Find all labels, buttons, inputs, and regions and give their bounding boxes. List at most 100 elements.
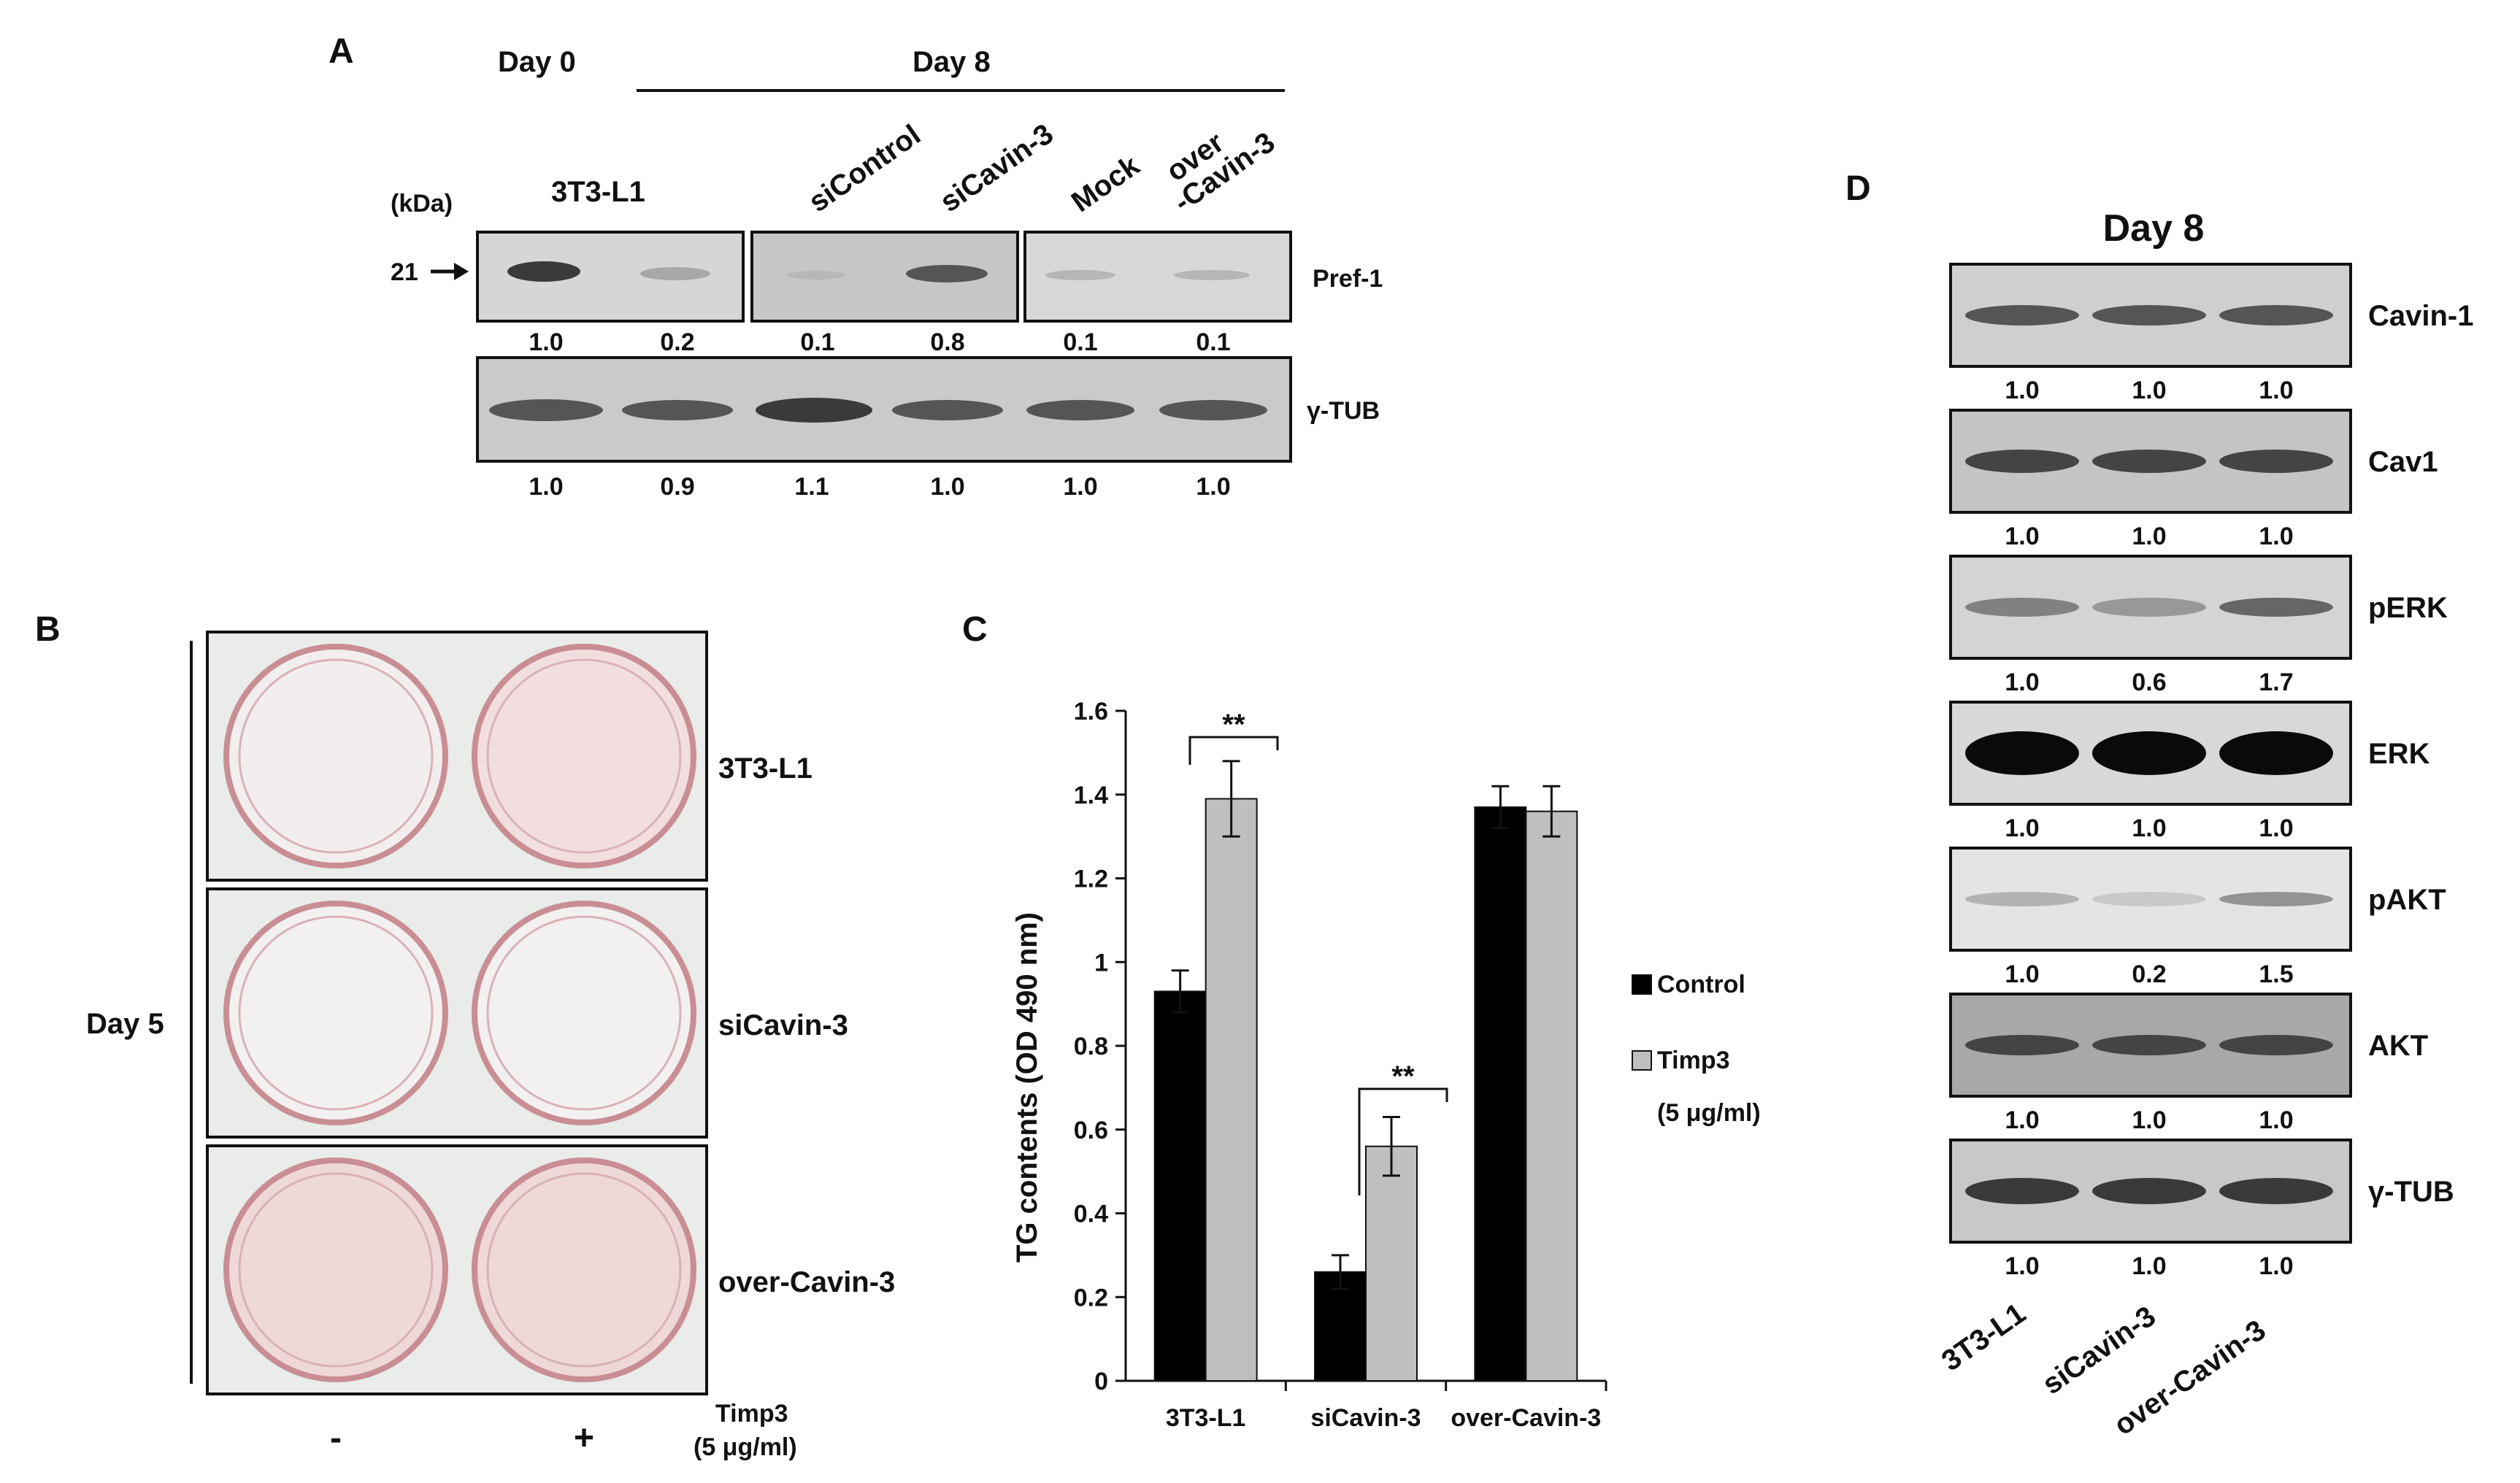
- tub-band: [622, 400, 733, 420]
- band-value: 1.0: [2132, 814, 2166, 842]
- y-tick-label: 0.6: [1074, 1117, 1108, 1144]
- band-value: 1.5: [2259, 960, 2293, 988]
- blot-row-3: ERK 1.0 1.0 1.0: [1949, 701, 2430, 842]
- blot-row-0: Cavin-1 1.0 1.0 1.0: [1949, 263, 2474, 404]
- tub-band: [892, 400, 1003, 420]
- blot-band: [1965, 450, 2079, 473]
- panel-a-letter: A: [329, 32, 354, 71]
- blot-band: [1965, 1035, 2079, 1055]
- blot-band: [1965, 598, 2079, 617]
- blot-band: [2219, 892, 2333, 906]
- day5-label: Day 5: [86, 1008, 164, 1040]
- significance-bracket-2: **: [1358, 1060, 1448, 1195]
- panel-a: A Day 0 Day 8 (kDa) 21 3T3-L1 siControl …: [329, 32, 1383, 501]
- band-value: 0.6: [2132, 669, 2166, 696]
- protein-label: Cavin-1: [2368, 300, 2474, 332]
- row-label-3t3l1: 3T3-L1: [718, 752, 813, 785]
- legend-label-control: Control: [1657, 971, 1745, 998]
- error-bars: [1171, 760, 1561, 1290]
- error-bar: [1383, 1116, 1400, 1177]
- protein-label: γ-TUB: [2368, 1176, 2454, 1208]
- protein-label: pERK: [2368, 592, 2448, 624]
- bar-timp3-0: [1205, 798, 1258, 1382]
- kda-label: (kDa): [391, 190, 453, 217]
- band-value: 1.0: [2005, 1106, 2039, 1134]
- day8-label: Day 8: [913, 46, 991, 78]
- band-value: 1.0: [2259, 523, 2293, 550]
- day0-label: Day 0: [498, 46, 576, 78]
- blot-row-2: pERK 1.0 0.6 1.7: [1949, 555, 2448, 696]
- blot-band: [2219, 450, 2333, 473]
- band-value: 1.0: [2005, 814, 2039, 842]
- x-tick-label: siCavin-3: [1310, 1404, 1421, 1432]
- error-bar: [1222, 760, 1240, 838]
- chart-legend: Control Timp3 (5 μg/ml): [1632, 971, 1761, 1127]
- pref1-value: 0.2: [660, 328, 694, 356]
- lane-label-3t3l1-d: 3T3-L1: [1936, 1297, 2032, 1377]
- y-tick-label: 0.2: [1074, 1284, 1108, 1311]
- band-value: 1.0: [2259, 814, 2293, 842]
- error-bar: [1543, 785, 1561, 838]
- pref1-value: 1.0: [529, 328, 563, 356]
- legend-swatch-timp3: [1632, 1050, 1652, 1071]
- lane-label-sicavin3-d: siCavin-3: [2037, 1300, 2162, 1401]
- marker-21: 21: [391, 258, 418, 286]
- significance-marker: **: [1222, 709, 1245, 741]
- protein-label: AKT: [2368, 1030, 2428, 1062]
- pref1-band: [640, 267, 710, 280]
- tub-bands: [489, 398, 1267, 423]
- lane-label-mock: Mock: [1066, 149, 1146, 218]
- band-value: 1.0: [2259, 1252, 2293, 1280]
- panel-c-letter: C: [962, 610, 988, 649]
- bar-control-0: [1153, 990, 1207, 1382]
- panel-b: B Day 5 3T3-L1 siCavin-3 over-Cavin-3 - …: [35, 610, 895, 1461]
- treatment-label: Timp3: [715, 1400, 788, 1428]
- legend-swatch-control: [1632, 974, 1652, 995]
- blot-row-6: γ-TUB 1.0 1.0 1.0: [1949, 1139, 2454, 1280]
- x-tick-label: over-Cavin-3: [1451, 1404, 1601, 1432]
- pref1-values: 1.0 0.2 0.1 0.8 0.1 0.1: [529, 328, 1230, 356]
- pref1-value: 0.1: [800, 328, 834, 356]
- error-bar: [1332, 1254, 1349, 1290]
- marker-arrow: [431, 263, 469, 280]
- blot-band: [2092, 1035, 2206, 1055]
- dish: [238, 915, 434, 1111]
- tub-value: 1.1: [794, 473, 829, 501]
- tub-value: 1.0: [1196, 473, 1230, 501]
- plus-label: +: [574, 1419, 594, 1457]
- dish: [486, 1172, 682, 1368]
- x-tick-label: 3T3-L1: [1166, 1404, 1246, 1432]
- band-value: 1.0: [2005, 377, 2039, 404]
- pref1-label: Pref-1: [1313, 265, 1383, 293]
- error-bar: [1171, 969, 1189, 1014]
- panel-d-title: Day 8: [2103, 207, 2205, 250]
- pref1-band: [1045, 270, 1115, 280]
- legend-label-timp3: Timp3: [1657, 1047, 1730, 1074]
- tub-label-a: γ-TUB: [1307, 397, 1380, 425]
- blot-band: [2219, 1035, 2333, 1055]
- lane-label-sicavin3: siCavin-3: [934, 118, 1059, 218]
- blot-band: [1965, 892, 2079, 906]
- dish: [238, 658, 434, 854]
- dish: [472, 644, 696, 868]
- tub-values: 1.0 0.9 1.1 1.0 1.0 1.0: [529, 473, 1230, 501]
- dish: [238, 1172, 434, 1368]
- y-tick-label: 1: [1094, 949, 1108, 977]
- blot-row-1: Cav1 1.0 1.0 1.0: [1949, 409, 2438, 550]
- bar-timp3-2: [1525, 810, 1578, 1382]
- band-value: 1.7: [2259, 669, 2293, 696]
- significance-bracket-1: **: [1188, 709, 1279, 765]
- y-tick-labels: 0 0.2 0.4 0.6 0.8 1 1.2 1.4 1.6: [1074, 698, 1108, 1395]
- row-label-overcavin3: over-Cavin-3: [718, 1266, 895, 1298]
- bar-control-2: [1474, 806, 1527, 1382]
- blot-band: [2092, 1178, 2206, 1204]
- minus-label: -: [330, 1419, 342, 1457]
- blot-band: [2092, 450, 2206, 473]
- dish: [223, 644, 448, 868]
- dish: [223, 901, 448, 1125]
- band-value: 1.0: [2005, 960, 2039, 988]
- tub-value: 0.9: [660, 473, 694, 501]
- band-value: 1.0: [2132, 377, 2166, 404]
- blot-band: [2219, 731, 2333, 775]
- row-label-sicavin3: siCavin-3: [718, 1009, 848, 1041]
